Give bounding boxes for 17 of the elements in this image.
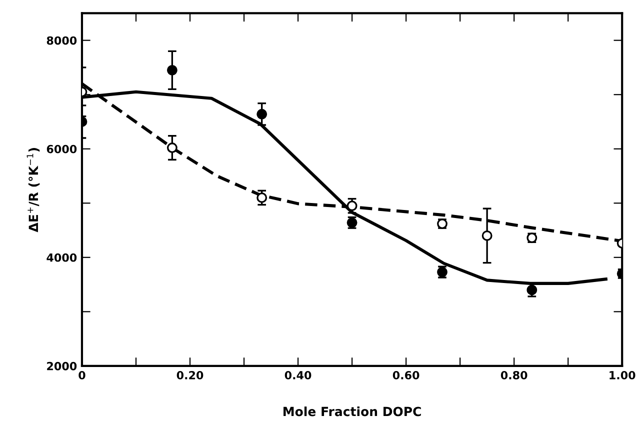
y-tick-label: 2000 bbox=[47, 362, 77, 370]
x-tick-label: 0 bbox=[78, 370, 86, 380]
y-tick-label: 6000 bbox=[46, 144, 77, 154]
point bbox=[256, 192, 268, 203]
y-tick-label: 4000 bbox=[46, 253, 77, 262]
x-tick-label: 0.40 bbox=[284, 370, 312, 380]
y-axis-title: ΔE$^{+}$/R (°K$^{−1}$) bbox=[26, 148, 40, 232]
x-tick-label: 0.20 bbox=[176, 370, 204, 380]
x-tick-label: 1.00 bbox=[610, 370, 636, 380]
x-tick-label: 0.80 bbox=[500, 370, 528, 380]
point bbox=[256, 108, 268, 120]
x-tick-label: 0.60 bbox=[392, 370, 420, 380]
point bbox=[346, 200, 358, 212]
y-tick-label: 8000 bbox=[46, 36, 77, 45]
x-axis-title: Mole Fraction DOPC bbox=[284, 406, 421, 416]
point bbox=[166, 142, 178, 154]
point bbox=[166, 64, 178, 76]
